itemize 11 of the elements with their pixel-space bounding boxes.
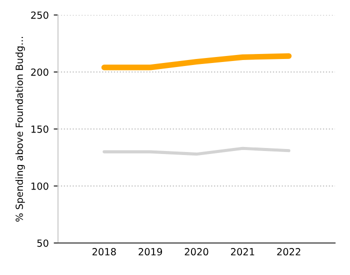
y-tick-label: 150	[31, 125, 48, 133]
y-tick-label: 50	[37, 239, 48, 247]
x-tick-label: 2020	[184, 248, 208, 256]
x-tick-label: 2018	[92, 248, 116, 256]
y-tick-label: 250	[31, 11, 48, 19]
y-tick-label: 100	[31, 182, 48, 190]
y-tick-label: 200	[31, 68, 48, 76]
x-tick-label: 2019	[138, 248, 162, 256]
y-axis-title: % Spending above Foundation Budg…	[15, 36, 25, 222]
x-tick-label: 2022	[277, 248, 300, 256]
x-tick-label: 2021	[231, 248, 254, 256]
